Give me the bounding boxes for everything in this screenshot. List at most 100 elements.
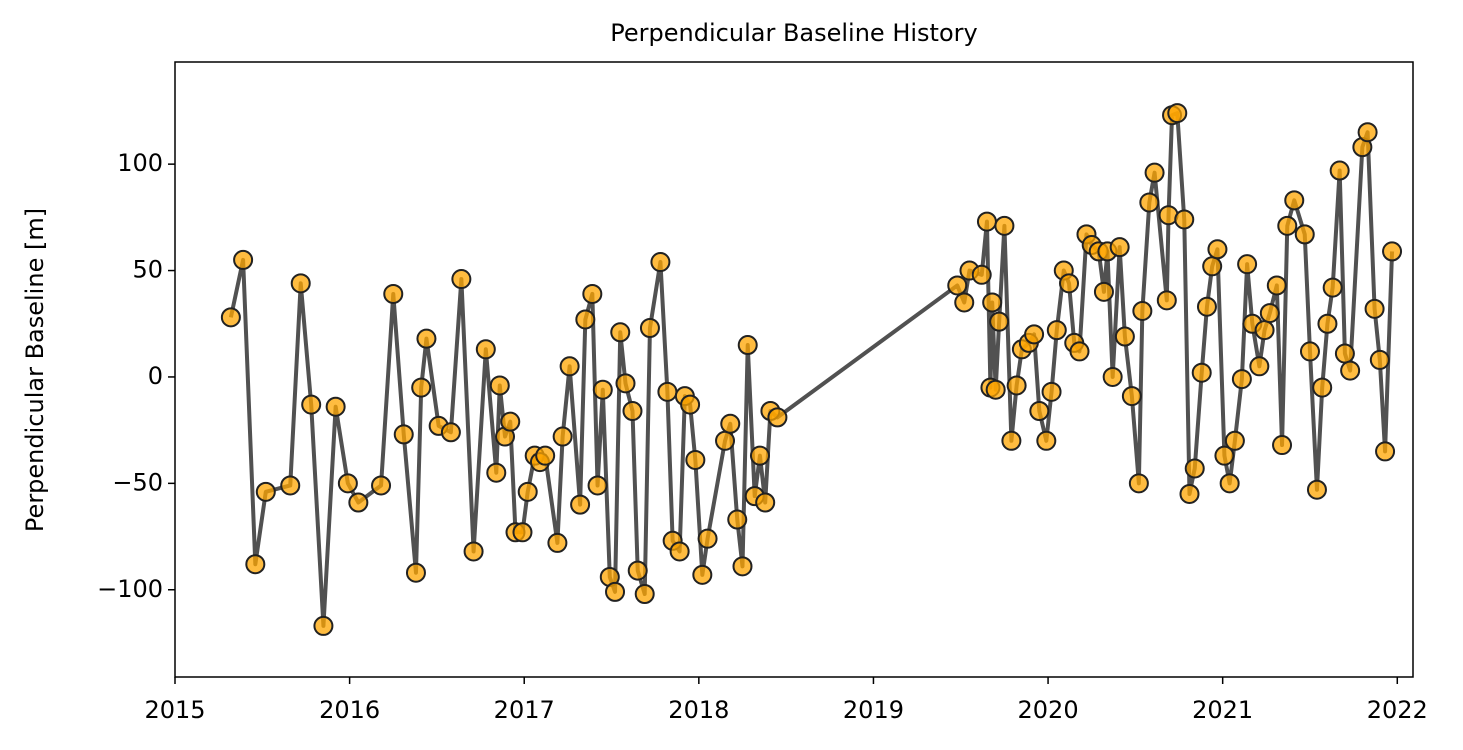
data-point — [1214, 445, 1235, 466]
data-point — [1036, 430, 1057, 451]
y-axis-label: Perpendicular Baseline [m] — [21, 208, 49, 532]
x-tick-label: 2021 — [1192, 696, 1253, 724]
data-point — [301, 394, 322, 415]
data-point — [451, 269, 472, 290]
series-line — [228, 111, 1395, 628]
data-point — [1196, 296, 1217, 317]
x-tick-label: 2015 — [144, 696, 205, 724]
data-point — [405, 562, 426, 583]
data-point — [971, 264, 992, 285]
data-point — [1369, 349, 1390, 370]
data-point — [1259, 303, 1280, 324]
data-point — [767, 407, 788, 428]
data-point — [692, 564, 713, 585]
data-point — [715, 430, 736, 451]
data-point — [622, 400, 643, 421]
data-point — [650, 252, 671, 273]
data-point — [976, 211, 997, 232]
data-point — [615, 373, 636, 394]
data-point — [325, 396, 346, 417]
data-point — [994, 215, 1015, 236]
data-point — [1237, 254, 1258, 275]
data-point — [1041, 381, 1062, 402]
data-point — [732, 556, 753, 577]
data-point — [517, 481, 538, 502]
data-point — [1069, 341, 1090, 362]
x-tick-label: 2017 — [494, 696, 555, 724]
data-point — [1184, 458, 1205, 479]
data-point — [627, 560, 648, 581]
x-tick-label: 2020 — [1018, 696, 1079, 724]
data-point — [233, 249, 254, 270]
data-point — [1306, 479, 1327, 500]
data-point — [749, 445, 770, 466]
x-tick-label: 2022 — [1367, 696, 1428, 724]
y-tick-label: −50 — [112, 468, 163, 496]
data-point — [1317, 313, 1338, 334]
data-point — [1382, 241, 1403, 262]
data-point — [1357, 122, 1378, 143]
x-tick-label: 2018 — [668, 696, 729, 724]
data-point — [1029, 400, 1050, 421]
data-point — [337, 473, 358, 494]
data-point — [1294, 224, 1315, 245]
y-tick-label: −100 — [97, 575, 163, 603]
data-point — [727, 509, 748, 530]
data-point — [592, 379, 613, 400]
data-point — [280, 475, 301, 496]
data-point — [1132, 300, 1153, 321]
data-point — [1174, 209, 1195, 230]
data-point — [393, 424, 414, 445]
data-point — [1254, 320, 1275, 341]
data-point — [982, 292, 1003, 313]
chart-title: Perpendicular Baseline History — [610, 19, 977, 47]
data-point — [954, 292, 975, 313]
data-point — [486, 462, 507, 483]
data-point — [1156, 290, 1177, 311]
data-point — [383, 283, 404, 304]
data-point — [559, 356, 580, 377]
data-point — [1046, 320, 1067, 341]
data-point — [989, 311, 1010, 332]
data-point — [582, 283, 603, 304]
y-tick-label: 0 — [148, 362, 163, 390]
data-point — [1093, 281, 1114, 302]
data-point — [669, 541, 690, 562]
data-point — [411, 377, 432, 398]
data-point — [1375, 441, 1396, 462]
data-point — [1272, 435, 1293, 456]
data-point — [371, 475, 392, 496]
plot-frame — [174, 61, 1414, 678]
data-point — [1109, 237, 1130, 258]
data-point — [313, 615, 334, 636]
data-point — [1329, 160, 1350, 181]
data-point — [1224, 430, 1245, 451]
x-tick-label: 2016 — [319, 696, 380, 724]
data-point — [1266, 275, 1287, 296]
data-point — [697, 528, 718, 549]
data-point — [1114, 326, 1135, 347]
data-point — [1179, 483, 1200, 504]
data-point — [737, 335, 758, 356]
data-point — [1249, 356, 1270, 377]
data-point — [440, 422, 461, 443]
data-point — [1219, 473, 1240, 494]
y-tick-label: 50 — [132, 256, 163, 284]
data-point — [463, 541, 484, 562]
data-point — [475, 339, 496, 360]
data-point — [1059, 273, 1080, 294]
data-point — [535, 445, 556, 466]
data-point — [575, 309, 596, 330]
data-point — [1191, 362, 1212, 383]
data-point — [985, 379, 1006, 400]
x-tick-label: 2019 — [843, 696, 904, 724]
data-point — [255, 481, 276, 502]
data-point — [1167, 103, 1188, 124]
data-point — [1139, 192, 1160, 213]
data-point — [512, 522, 533, 543]
data-point — [947, 275, 968, 296]
data-point — [1128, 473, 1149, 494]
data-point — [1102, 366, 1123, 387]
data-point — [290, 273, 311, 294]
